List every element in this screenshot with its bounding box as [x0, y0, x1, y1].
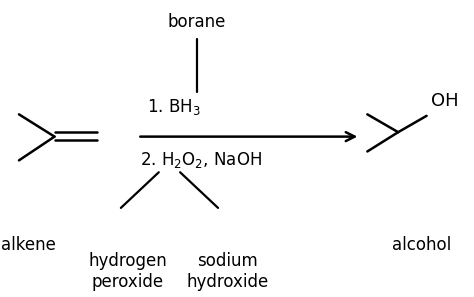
Text: OH: OH	[431, 92, 459, 110]
Text: 1. BH$_3$: 1. BH$_3$	[147, 97, 201, 117]
Text: sodium
hydroxide: sodium hydroxide	[186, 252, 269, 291]
Text: borane: borane	[167, 13, 226, 31]
Text: 2. H$_2$O$_2$, NaOH: 2. H$_2$O$_2$, NaOH	[140, 150, 262, 170]
Text: hydrogen
peroxide: hydrogen peroxide	[89, 252, 167, 291]
Text: alcohol: alcohol	[392, 236, 451, 254]
Text: alkene: alkene	[1, 236, 56, 254]
